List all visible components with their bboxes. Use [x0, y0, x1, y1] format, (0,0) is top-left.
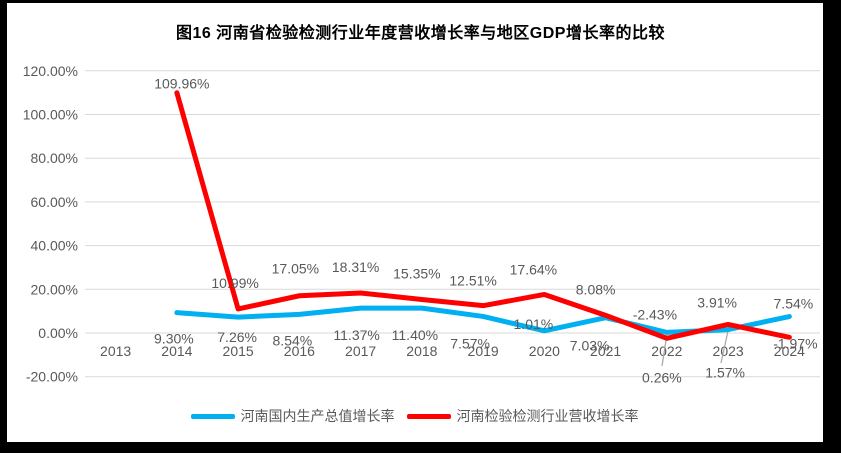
data-label: 11.40% [392, 327, 438, 343]
y-axis-tick-label: 60.00% [31, 194, 78, 210]
data-label: 10.99% [211, 275, 258, 291]
legend: 河南国内生产总值增长率 河南检验检测行业营收增长率 [0, 405, 841, 427]
series-line-revenue [174, 90, 792, 341]
data-label: 9.30% [154, 331, 194, 347]
data-label: 11.37% [333, 327, 379, 343]
data-label: 8.54% [273, 332, 313, 348]
data-label: -2.43% [633, 306, 677, 322]
data-label: -1.97% [773, 335, 817, 351]
data-label: 7.03% [570, 338, 610, 354]
chart-title: 图16 河南省检验检测行业年度营收增长率与地区GDP增长率的比较 [176, 25, 665, 42]
leader-line [720, 330, 729, 364]
x-axis-label: 2019 [468, 343, 499, 359]
x-axis-label: 2022 [651, 343, 682, 359]
legend-swatch-gdp-line [190, 413, 235, 419]
x-axis-label: 2020 [529, 343, 560, 359]
y-axis-tick-label: 80.00% [31, 150, 78, 166]
data-label: 17.64% [510, 261, 557, 277]
data-label: 12.51% [449, 273, 496, 289]
chart-canvas [7, 3, 823, 442]
data-label: 0.26% [642, 369, 682, 385]
legend-label-revenue: 河南检验检测行业营收增长率 [456, 408, 639, 424]
x-axis-label: 2016 [284, 343, 315, 359]
data-label: 109.96% [154, 76, 209, 92]
series-line-gdp [174, 305, 792, 335]
x-axis-label: 2021 [590, 343, 621, 359]
y-axis-tick-label: 120.00% [23, 63, 78, 79]
y-axis-tick-label: 100.00% [23, 107, 78, 123]
data-label: 1.01% [514, 316, 554, 332]
y-axis-tick-label: 40.00% [31, 238, 78, 254]
x-axis-label: 2024 [774, 343, 805, 359]
data-label: 7.26% [217, 329, 257, 345]
data-label: 17.05% [272, 261, 319, 277]
x-axis-label: 2018 [406, 343, 437, 359]
x-axis-label: 2015 [223, 343, 254, 359]
data-label: 7.54% [774, 296, 814, 312]
data-label: 18.31% [332, 259, 379, 275]
legend-swatch-revenue-line [406, 413, 451, 419]
x-axis-label: 2014 [161, 343, 192, 359]
x-axis-label: 2017 [345, 343, 376, 359]
x-axis-label: 2023 [713, 343, 744, 359]
y-axis-tick-label: -20.00% [26, 369, 78, 385]
data-label: 7.57% [450, 335, 490, 351]
legend-label-gdp: 河南国内生产总值增长率 [240, 408, 395, 424]
data-label: 3.91% [697, 294, 737, 310]
y-axis-tick-label: 0.00% [38, 325, 78, 341]
data-label: 1.57% [705, 365, 745, 381]
y-axis-tick-label: 20.00% [31, 281, 78, 297]
x-axis-label: 2013 [100, 343, 131, 359]
data-label: 8.08% [576, 281, 616, 297]
data-label: 15.35% [393, 265, 440, 281]
